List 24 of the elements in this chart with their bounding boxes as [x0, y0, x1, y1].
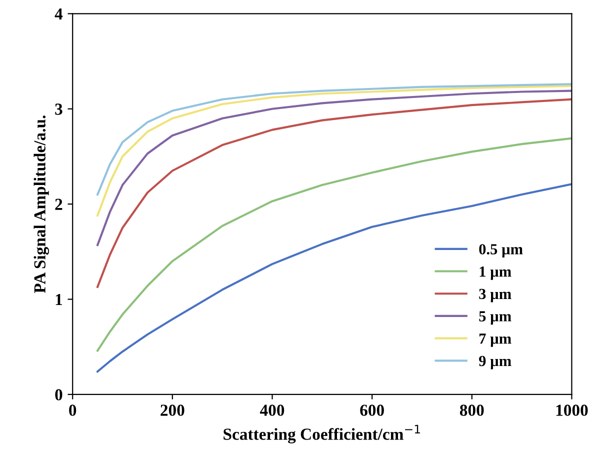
legend-label: 7 µm — [479, 334, 512, 347]
legend-label: 9 µm — [479, 356, 512, 370]
y-tick-label: 3 — [55, 104, 62, 115]
y-tick-label: 2 — [55, 198, 62, 210]
legend-label: 1 µm — [480, 266, 512, 280]
x-tick-label: 800 — [460, 404, 484, 416]
line-series — [96, 183, 572, 373]
x-tick-label: 1000 — [556, 404, 588, 416]
y-axis-title: PA Signal Amplitude/a.u. — [34, 116, 49, 293]
legend-label: 0.5 µm — [479, 244, 523, 258]
line-series — [96, 98, 572, 288]
x-tick-label: 0 — [69, 404, 76, 416]
y-tick-label: 4 — [54, 8, 63, 20]
legend-label: 5 µm — [479, 311, 512, 325]
line-series — [96, 137, 572, 352]
y-tick-label: 0 — [55, 389, 62, 400]
x-tick-label: 600 — [360, 404, 384, 416]
x-tick-label: 400 — [260, 404, 284, 416]
y-tick-label: 1 — [56, 294, 62, 306]
line-series — [96, 84, 572, 217]
x-tick-label: 200 — [160, 404, 184, 416]
legend-label: 3 µm — [479, 288, 512, 302]
line-series — [96, 83, 572, 196]
x-axis-title: Scattering Coefficient/cm$^{−1}$ — [224, 424, 420, 444]
